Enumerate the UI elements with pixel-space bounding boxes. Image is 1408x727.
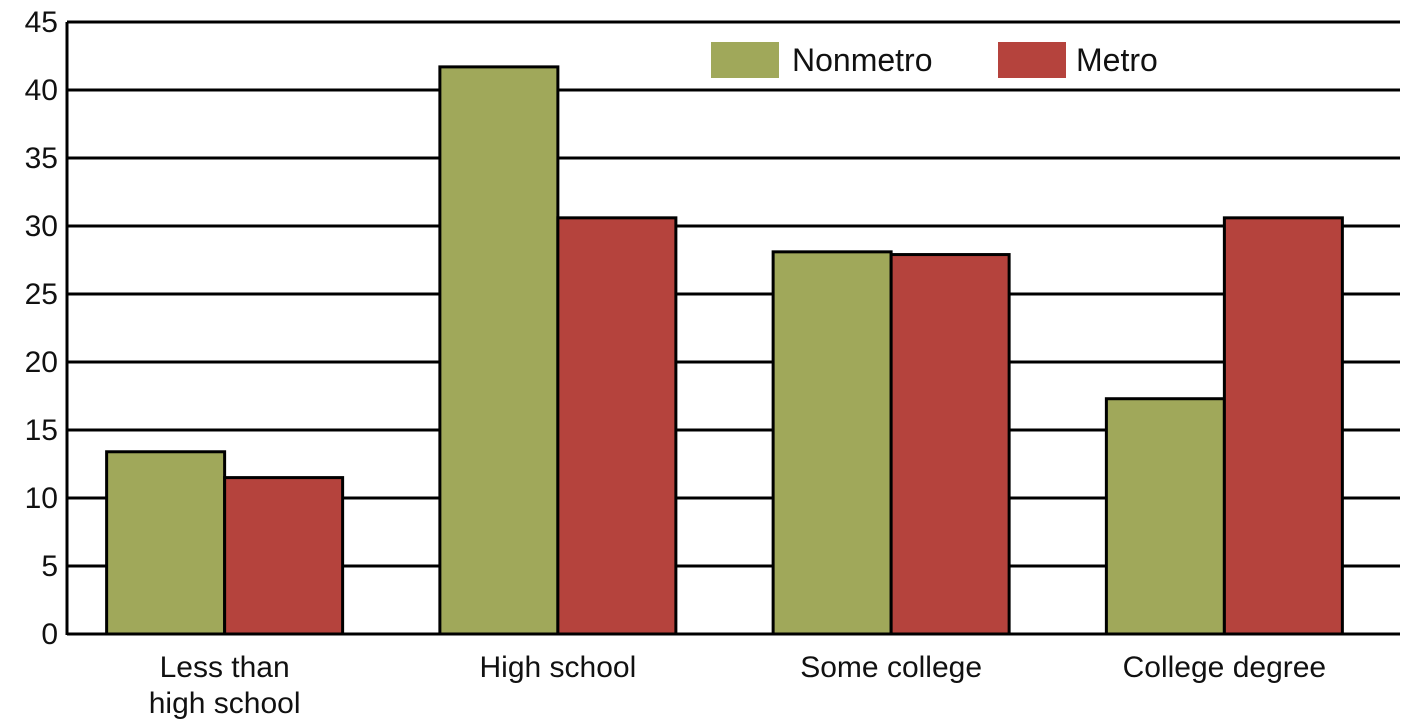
bar-nonmetro-3 — [1104, 397, 1226, 636]
legend-swatch-nonmetro — [711, 42, 779, 78]
x-category-label: College degree — [1123, 651, 1326, 684]
y-tick-label: 45 — [25, 6, 58, 39]
bar-nonmetro-2 — [771, 250, 893, 636]
bar-metro-2 — [889, 253, 1011, 636]
bar-metro-3 — [1222, 216, 1344, 636]
y-tick-label: 40 — [25, 74, 58, 107]
y-tick-label: 20 — [25, 346, 58, 379]
bar-nonmetro-1 — [438, 65, 560, 636]
y-axis-tick-labels: 0 5 10 15 20 25 30 35 40 45 — [25, 6, 58, 651]
legend-label-metro: Metro — [1076, 42, 1158, 78]
bar-nonmetro-0 — [105, 450, 227, 636]
x-category-label: high school — [149, 687, 301, 720]
bar-metro-1 — [556, 216, 678, 636]
y-tick-label: 30 — [25, 210, 58, 243]
bars — [105, 65, 1344, 636]
y-tick-label: 0 — [41, 618, 58, 651]
bar-metro-0 — [223, 476, 345, 636]
legend-swatch-metro — [998, 42, 1066, 78]
x-category-label: Less than — [160, 651, 290, 684]
y-tick-label: 15 — [25, 414, 58, 447]
x-category-label: Some college — [800, 651, 982, 684]
y-tick-label: 5 — [41, 550, 58, 583]
y-tick-label: 25 — [25, 278, 58, 311]
legend: Nonmetro Metro — [711, 42, 1158, 78]
y-tick-label: 10 — [25, 482, 58, 515]
legend-label-nonmetro: Nonmetro — [792, 42, 933, 78]
x-category-label: High school — [479, 651, 636, 684]
y-tick-label: 35 — [25, 142, 58, 175]
